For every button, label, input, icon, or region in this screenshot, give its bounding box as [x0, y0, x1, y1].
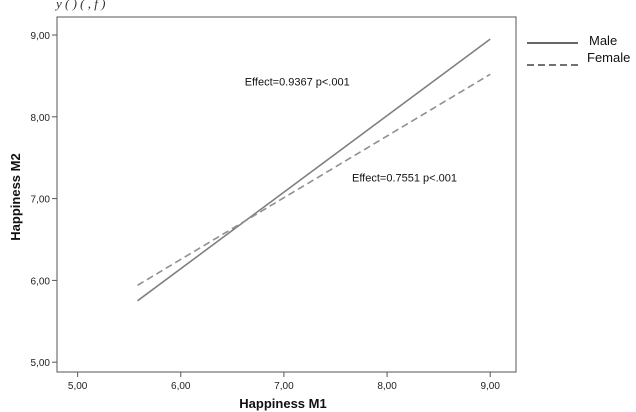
x-tick-label: 6,00 — [171, 381, 191, 392]
series-layer — [137, 38, 491, 302]
x-tick-label: 9,00 — [480, 381, 500, 392]
annotation-male: Effect=0.9367 p<.001 — [245, 77, 350, 89]
x-axis-ticks: 5,00 6,00 7,00 8,00 9,00 — [68, 372, 500, 392]
x-tick-label: 7,00 — [274, 381, 294, 392]
legend-female-label: Female — [587, 50, 630, 65]
annotation-female: Effect=0.7551 p<.001 — [352, 172, 457, 184]
y-tick-label: 7,00 — [31, 195, 51, 206]
y-axis-title: Happiness M2 — [8, 153, 23, 240]
legend: Male Female — [527, 33, 630, 66]
series-line-female — [137, 73, 491, 286]
y-tick-label: 6,00 — [31, 276, 51, 287]
y-axis-ticks: 5,00 6,00 7,00 8,00 9,00 — [31, 31, 57, 369]
cropped-caption-text: y ( ) ( , f ) — [54, 0, 105, 11]
series-line-male — [137, 38, 491, 302]
y-tick-label: 8,00 — [31, 113, 51, 124]
legend-male-label: Male — [589, 33, 617, 48]
x-axis-title: Happiness M1 — [239, 396, 326, 411]
x-tick-label: 5,00 — [68, 381, 88, 392]
y-tick-label: 9,00 — [31, 31, 51, 42]
y-tick-label: 5,00 — [31, 358, 51, 369]
x-tick-label: 8,00 — [377, 381, 397, 392]
plot-area — [56, 16, 517, 373]
